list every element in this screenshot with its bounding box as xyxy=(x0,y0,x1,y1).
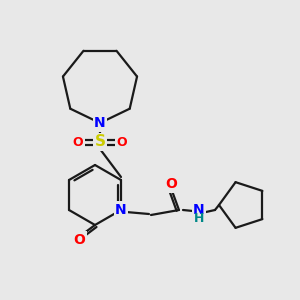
Text: N: N xyxy=(115,203,127,217)
Text: S: S xyxy=(94,134,106,149)
Text: O: O xyxy=(73,136,83,148)
Text: O: O xyxy=(165,177,177,191)
Text: N: N xyxy=(94,116,106,130)
Text: H: H xyxy=(194,212,204,226)
Text: O: O xyxy=(117,136,127,148)
Text: N: N xyxy=(193,203,205,217)
Text: O: O xyxy=(73,233,85,247)
